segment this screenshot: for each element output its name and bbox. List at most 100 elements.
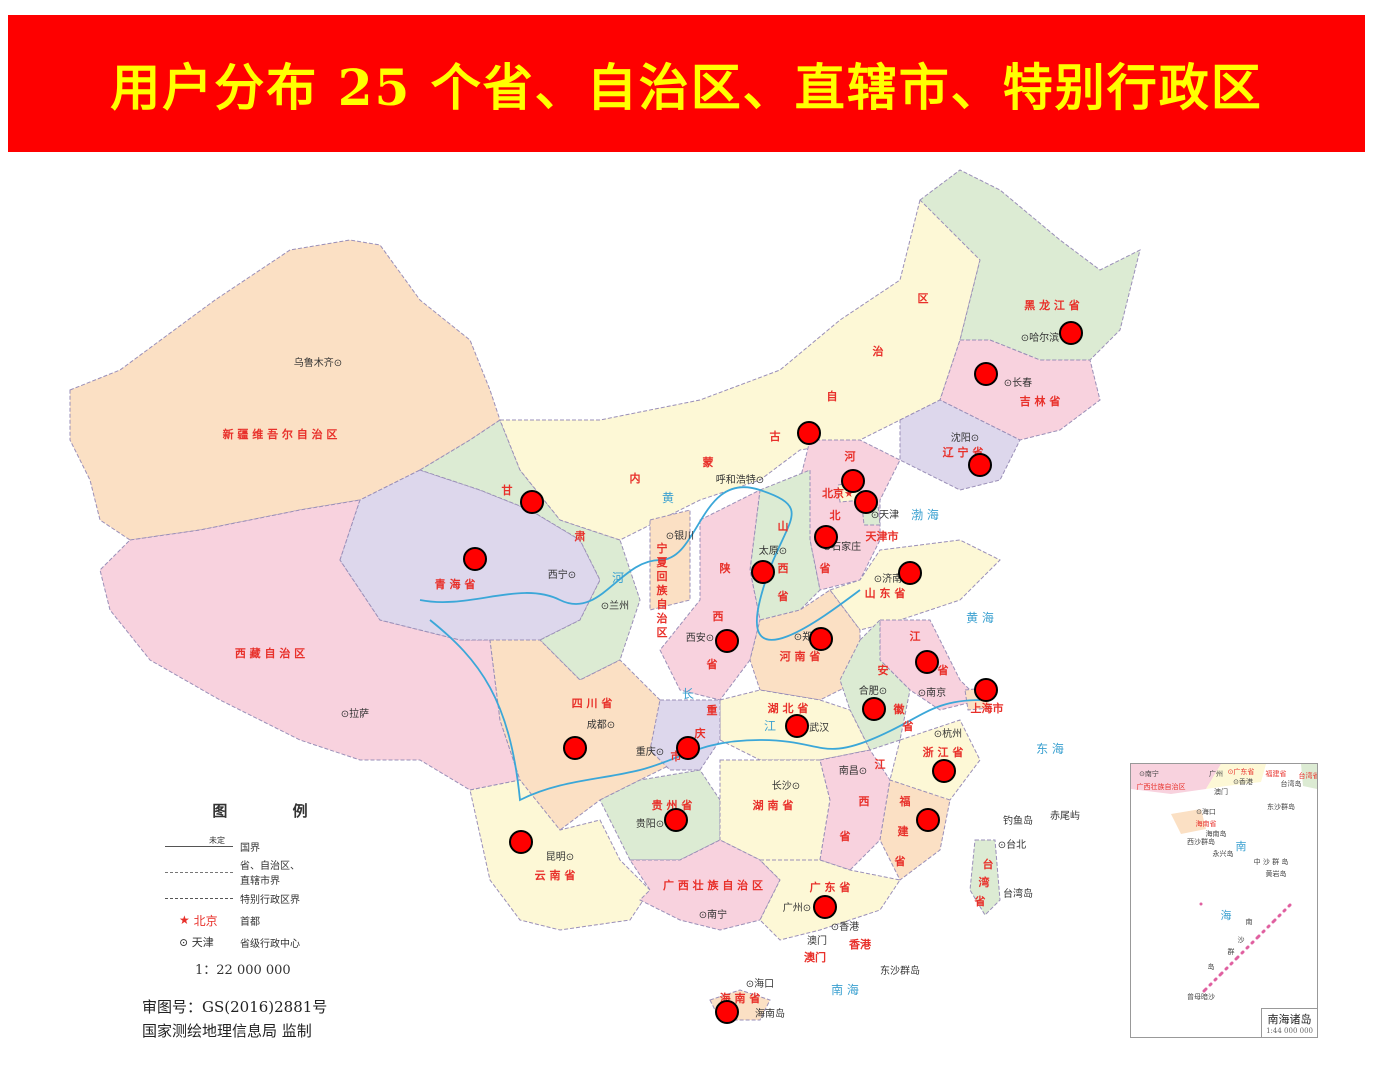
user-location-marker [968, 453, 992, 477]
province-label: 西 [778, 562, 789, 575]
legend-item-provincial-capital: ⊙ 天津 省级行政中心 [165, 931, 365, 953]
province-label: 西 [859, 795, 870, 808]
province-label: 贵 州 省 [652, 798, 693, 812]
province-label: 四 川 省 [572, 696, 613, 710]
island-dot [1218, 973, 1222, 977]
inset-label: 黄岩岛 [1266, 869, 1287, 878]
province-taiwan [969, 839, 1001, 916]
city-label: ⊙银川 [666, 529, 694, 542]
city-label: ⊙济南 [874, 572, 902, 585]
user-location-marker [463, 547, 487, 571]
user-location-marker [563, 736, 587, 760]
inset-taiwan [1301, 764, 1317, 789]
province-shandong [829, 539, 1001, 631]
user-location-marker [841, 469, 865, 493]
province-label: 安 [878, 663, 889, 677]
island-dot [1213, 978, 1217, 982]
city-label: ⊙南宁 [699, 908, 727, 921]
province-label: 西 [713, 610, 724, 623]
province-label: 台 [983, 857, 994, 871]
user-location-marker [974, 678, 998, 702]
province-label: 省 [902, 719, 914, 733]
city-label: ⊙杭州 [934, 727, 962, 740]
province-label: 天津市 [866, 529, 899, 543]
legend-label: 省级行政中心 [240, 938, 300, 950]
province-label: 自 [657, 597, 668, 611]
inset-label: 岛 [1208, 962, 1215, 971]
city-label: 台湾岛 [1003, 887, 1033, 900]
province-label: 甘 [502, 483, 513, 497]
inset-label: 澳门 [1214, 787, 1228, 796]
city-label: 西宁⊙ [548, 568, 576, 581]
yellow-river [419, 486, 861, 641]
user-location-marker [509, 830, 533, 854]
inset-label: 海南岛 [1206, 829, 1227, 838]
city-label: 合肥⊙ [859, 684, 887, 697]
provincial-border-symbol [165, 871, 233, 873]
approval-agency: 国家测绘地理信息局 监制 [142, 1022, 312, 1040]
province-label: 浙 江 省 [923, 745, 964, 759]
city-label: ⊙长春 [1004, 377, 1032, 389]
inset-label: 广西壮族自治区 [1137, 782, 1186, 791]
province-label: 徽 [893, 702, 906, 716]
map-scale: 1：22 000 000 [195, 963, 291, 978]
province-label: 江 [875, 757, 886, 771]
city-label: ⊙香港 [831, 921, 859, 933]
province-jiangxi [819, 749, 891, 871]
island-dot [1271, 920, 1275, 924]
inset-label: 南 [1246, 917, 1253, 926]
province-label: 省 [819, 561, 831, 575]
user-location-marker [520, 490, 544, 514]
city-label: 呼和浩特⊙ [716, 474, 764, 486]
city-label: 南昌⊙ [839, 764, 867, 777]
island-dot [1261, 930, 1265, 934]
inset-label: 海南省 [1196, 819, 1217, 828]
inset-label: 南 [1236, 840, 1247, 853]
legend-undetermined: 未定 [209, 835, 225, 845]
inset-label: ⊙南宁 [1139, 769, 1159, 778]
province-label: 河 南 省 [780, 649, 821, 663]
legend-title: 图 例 [212, 802, 338, 820]
sar-border-symbol [165, 897, 233, 899]
legend-label: 省、自治区、直辖市界 [240, 861, 300, 887]
island-dot [1234, 957, 1238, 961]
island-dot [1266, 925, 1270, 929]
province-inner-mongolia [499, 179, 981, 541]
island-dot [1277, 914, 1281, 918]
province-label: 西 藏 自 治 区 [235, 646, 305, 660]
city-label: 贵阳⊙ [636, 817, 664, 830]
province-label: 重 [707, 703, 718, 717]
user-location-marker [862, 697, 886, 721]
user-location-marker [751, 560, 775, 584]
island-dot [1229, 962, 1233, 966]
approval-number: 审图号：GS(2016)2881号 [142, 998, 328, 1016]
user-location-marker [932, 759, 956, 783]
sea-label: 黄 海 [966, 610, 994, 625]
city-label: ⊙南京 [918, 686, 946, 699]
inset-label: 福建省 [1266, 769, 1287, 778]
city-label: 东沙群岛 [880, 964, 920, 977]
inset-label: 中 沙 群 岛 [1254, 857, 1289, 866]
map-legend: 图 例 未定 国界 省、自治区、直辖市界 特别行政区界 ★ 北京 首都 ⊙ 天津… [165, 800, 365, 978]
capital-dot-icon: ⊙ [179, 935, 192, 949]
province-label: 澳门 [804, 950, 826, 964]
user-markers-layer [463, 321, 1083, 1024]
city-label: ⊙兰州 [601, 599, 629, 612]
legend-sample: 北京 [193, 913, 218, 928]
province-label: 广 西 壮 族 自 治 区 [663, 878, 763, 892]
user-location-marker [915, 650, 939, 674]
province-label: 江 [910, 629, 921, 643]
user-location-marker [974, 362, 998, 386]
provinces-layer [69, 169, 1141, 1021]
user-location-marker [664, 808, 688, 832]
province-label: 区 [918, 292, 929, 305]
province-label: 内 [630, 471, 641, 485]
city-label: 长沙⊙ [772, 780, 800, 792]
inset-guangxi [1131, 764, 1221, 794]
sea-label: 长 [682, 687, 694, 701]
user-location-marker [809, 627, 833, 651]
sea-label: 渤 海 [911, 507, 939, 522]
province-label: 回 [657, 569, 668, 583]
user-location-marker [676, 736, 700, 760]
